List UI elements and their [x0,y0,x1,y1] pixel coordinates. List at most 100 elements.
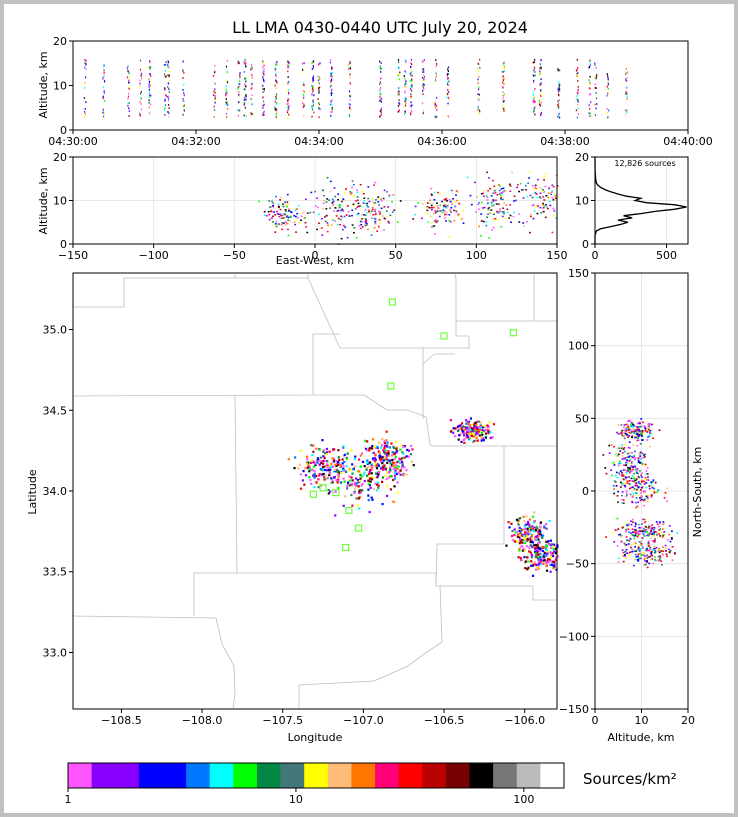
plan-view-source [518,542,521,545]
north-south-source [632,444,635,446]
east-west-source [329,190,332,193]
east-west-source [270,209,273,211]
north-south-source [664,544,667,547]
time-height-source [479,66,481,69]
plan-view-source [549,539,552,542]
time-height-source [503,93,505,96]
plan-view-source [530,556,534,559]
plan-view-source [385,445,389,448]
plan-view-source [470,424,473,427]
plan-view-source [326,477,329,480]
time-height-source [275,116,277,119]
plan-view-source [372,451,375,455]
plan-view-source [373,460,377,463]
time-height-source [607,76,609,79]
plan-view-source [523,525,526,528]
time-height-source [148,81,150,83]
time-height-source [435,65,437,67]
time-height-source [502,75,504,78]
north-south-source [623,474,626,476]
north-south-source [651,532,654,535]
plan-view-source [333,475,336,479]
east-west-source [364,209,367,211]
east-west-source [522,189,525,191]
time-height-source [349,95,351,98]
time-height-source [225,113,227,115]
east-west-source [293,221,296,224]
north-south-source [632,468,634,471]
north-south-source [656,491,659,493]
plan-view-source [531,529,534,532]
plan-view-source [383,444,387,448]
north-south-source [644,453,647,456]
time-height-source [227,103,229,106]
plan-view-source [405,455,408,458]
time-height-source [245,65,247,68]
time-height-source [102,108,105,111]
time-height-source [288,108,290,111]
plan-view-source [539,552,542,555]
time-height-source [139,82,141,85]
north-south-source [639,552,642,555]
north-south-source [628,460,631,462]
east-west-source [383,217,386,220]
plan-view-source [537,567,540,570]
north-south-source [625,490,628,492]
east-west-source [462,222,465,225]
time-height-source [577,99,579,101]
time-height-source [434,79,437,82]
east-west-source [288,210,291,212]
plan-view-source [482,424,486,428]
time-height-source [263,68,265,70]
time-height-source [103,64,105,67]
north-south-source [610,444,613,446]
plan-view-source [410,460,414,463]
north-south-source [628,552,631,554]
east-west-source [361,191,363,193]
time-height-source [596,75,598,78]
east-west-source [553,209,556,211]
time-height-source [239,76,241,79]
plan-view-source [378,457,381,460]
east-west-sources [258,171,559,245]
east-west-source [383,189,386,192]
time-height-source [318,79,320,82]
time-height-source [348,63,350,66]
east-west-source [500,192,503,194]
east-west-source [281,214,284,217]
north-south-source [636,471,638,473]
east-west-source [287,204,289,206]
plan-view-source [537,555,540,559]
time-height-source [226,116,228,119]
time-height-source [533,67,536,70]
time-height-source [262,78,265,81]
time-height-source [348,102,350,105]
plan-view-source [314,462,317,465]
time-height-source [532,99,534,102]
time-height-source [349,67,352,70]
time-height-source [447,66,450,69]
plan-view-source [384,449,387,452]
time-height-source [168,70,170,73]
east-west-source [483,206,486,209]
time-height-source [533,96,536,98]
time-height-source [84,87,86,89]
east-west-source [316,197,318,199]
north-south-source [669,540,672,543]
time-height-source [435,72,437,75]
east-west-source [481,207,484,209]
plan-view-source [538,528,541,532]
time-height-source [595,107,597,110]
plan-view-source [351,504,354,507]
time-height-source [607,109,610,112]
north-south-source [628,471,631,474]
north-south-source [648,485,651,487]
east-west-source [346,236,349,239]
time-height-source [595,77,597,80]
colorbar-swatch [516,763,541,788]
time-height-source [262,61,264,64]
north-south-source [649,546,652,549]
east-west-source [550,191,553,194]
east-west-source [282,222,284,224]
time-height-source [625,72,627,75]
